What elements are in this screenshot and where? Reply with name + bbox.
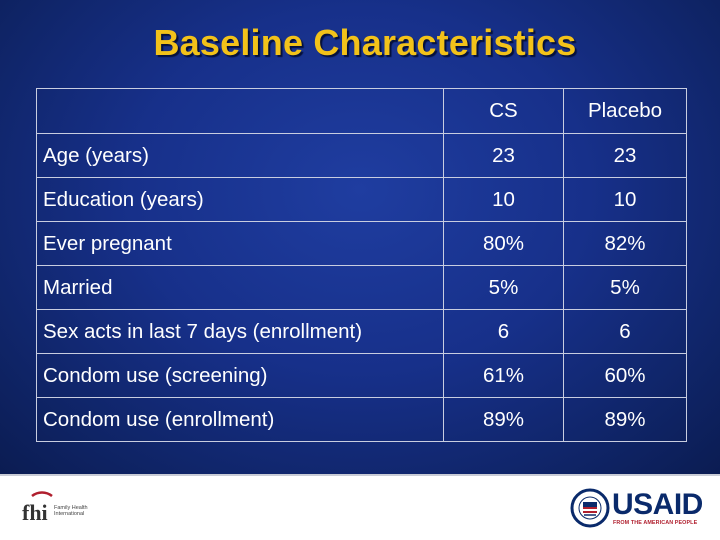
fhi-name: Family Health International	[54, 505, 88, 517]
table-row: Married 5% 5%	[36, 265, 687, 310]
row-label: Ever pregnant	[36, 221, 444, 266]
table-row: Sex acts in last 7 days (enrollment) 6 6	[36, 309, 687, 354]
slide-title: Baseline Characteristics	[153, 22, 577, 63]
header-cell-placebo: Placebo	[563, 88, 687, 134]
footer-divider	[0, 474, 720, 476]
table-row: Ever pregnant 80% 82%	[36, 221, 687, 266]
header-cell-blank	[36, 88, 444, 134]
placebo-value: 10	[563, 177, 687, 222]
table-header-row: CS Placebo	[36, 88, 687, 134]
placebo-value: 82%	[563, 221, 687, 266]
placebo-value: 6	[563, 309, 687, 354]
row-label: Condom use (screening)	[36, 353, 444, 398]
cs-value: 5%	[443, 265, 564, 310]
cs-value: 23	[443, 133, 564, 178]
cs-value: 10	[443, 177, 564, 222]
fhi-logo: fhi	[22, 491, 53, 525]
header-cell-cs: CS	[443, 88, 564, 134]
cs-value: 61%	[443, 353, 564, 398]
baseline-table: CS Placebo Age (years) 23 23 Education (…	[36, 88, 687, 442]
fhi-name-line: International	[54, 511, 85, 517]
table-row: Age (years) 23 23	[36, 133, 687, 178]
row-label: Education (years)	[36, 177, 444, 222]
cs-value: 80%	[443, 221, 564, 266]
cs-value: 6	[443, 309, 564, 354]
table-row: Condom use (enrollment) 89% 89%	[36, 397, 687, 442]
fhi-arc-icon	[31, 491, 53, 498]
cs-value: 89%	[443, 397, 564, 442]
row-label: Sex acts in last 7 days (enrollment)	[36, 309, 444, 354]
placebo-value: 5%	[563, 265, 687, 310]
slide-background: Baseline Characteristics CS Placebo Age …	[0, 0, 720, 474]
table-row: Education (years) 10 10	[36, 177, 687, 222]
placebo-value: 60%	[563, 353, 687, 398]
fhi-wordmark: fhi	[22, 500, 48, 525]
placebo-value: 89%	[563, 397, 687, 442]
row-label: Age (years)	[36, 133, 444, 178]
row-label: Married	[36, 265, 444, 310]
usaid-wordmark: USAID	[612, 488, 703, 521]
placebo-value: 23	[563, 133, 687, 178]
usaid-seal-icon	[570, 488, 610, 528]
row-label: Condom use (enrollment)	[36, 397, 444, 442]
usaid-tagline: FROM THE AMERICAN PEOPLE	[613, 520, 698, 526]
table-row: Condom use (screening) 61% 60%	[36, 353, 687, 398]
fhi-name-line: Family Health	[54, 505, 88, 511]
